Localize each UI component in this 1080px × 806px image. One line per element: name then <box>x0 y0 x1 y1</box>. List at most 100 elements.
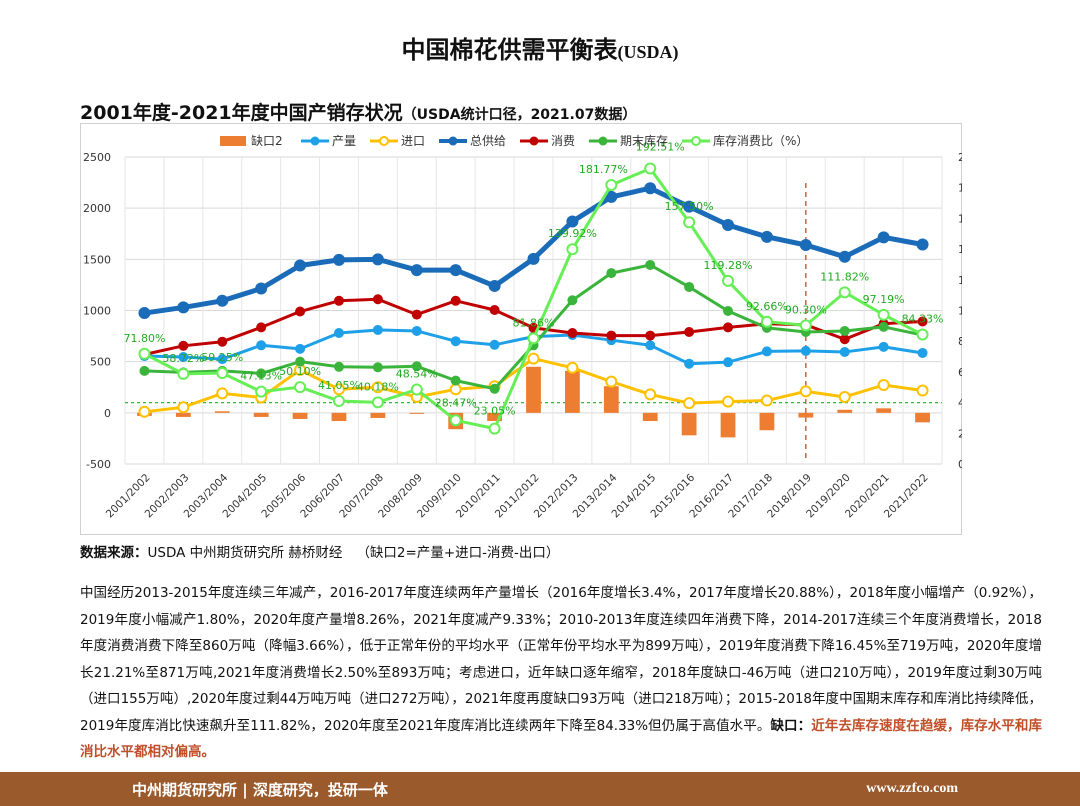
source-note: （缺口2=产量+进口-消费-出口） <box>356 545 560 561</box>
bar-gap2 <box>370 412 386 418</box>
legend-swatch <box>220 136 246 146</box>
point-total-supply <box>488 279 501 292</box>
ratio-data-label: 111.82% <box>820 270 869 283</box>
point-ending-stocks <box>684 281 695 292</box>
point-consumption <box>839 334 850 345</box>
point-stock-use-ratio <box>527 332 540 345</box>
point-stock-use-ratio <box>644 162 657 175</box>
point-ending-stocks <box>372 362 383 373</box>
ratio-data-label: 92.66% <box>746 300 788 313</box>
balance-chart: -500 0 500 1000 1500 2000 2500 0% 20% 40% 60% 80% 10… <box>80 123 962 535</box>
y-left-tick-label: 0 <box>104 407 111 420</box>
point-imports <box>838 390 851 403</box>
point-ending-stocks <box>878 321 889 332</box>
point-ending-stocks <box>723 306 734 317</box>
bar-gap2 <box>837 409 853 413</box>
point-imports <box>566 361 579 374</box>
point-consumption <box>256 322 267 333</box>
point-production <box>411 325 422 336</box>
point-consumption <box>450 295 461 306</box>
point-ending-stocks <box>450 375 461 386</box>
chart-frame <box>80 123 962 535</box>
bar-gap2 <box>642 412 658 422</box>
bar-gap2 <box>526 366 541 413</box>
point-ending-stocks <box>256 368 267 379</box>
bar-gap2 <box>292 412 308 419</box>
bar-gap2 <box>214 411 230 413</box>
ratio-data-label: 81.86% <box>513 316 555 329</box>
point-consumption <box>178 340 189 351</box>
legend-label: 缺口2 <box>251 133 283 148</box>
point-total-supply <box>722 219 735 232</box>
ratio-data-label: 58.72% <box>162 352 204 365</box>
point-ending-stocks <box>333 361 344 372</box>
bar-gap2 <box>487 412 502 422</box>
point-production <box>256 340 267 351</box>
point-consumption <box>372 294 383 305</box>
legend-marker <box>310 136 320 146</box>
point-total-supply <box>683 200 696 213</box>
point-production <box>450 336 461 347</box>
footer-website-link[interactable]: www.zzfco.com <box>866 781 958 796</box>
point-production <box>684 358 695 369</box>
point-stock-use-ratio <box>332 394 345 407</box>
y-right-tick-label: 200% <box>958 151 962 164</box>
ratio-data-label: 40.18% <box>357 380 399 393</box>
y-right-tick-label: 180% <box>958 182 962 195</box>
ratio-data-label: 97.19% <box>863 293 905 306</box>
point-total-supply <box>877 231 890 244</box>
point-production <box>333 328 344 339</box>
point-ending-stocks <box>567 295 578 306</box>
point-stock-use-ratio <box>449 414 462 427</box>
point-total-supply <box>527 252 540 265</box>
footer-slogan: 中州期货研究所 | 深度研究，投研一体 <box>132 781 388 799</box>
point-ending-stocks <box>411 361 422 372</box>
point-total-supply <box>799 239 812 252</box>
bar-gap2 <box>798 412 814 418</box>
ratio-data-label: 71.80% <box>123 332 165 345</box>
point-total-supply <box>410 264 423 277</box>
point-total-supply <box>294 259 307 272</box>
point-ending-stocks <box>839 325 850 336</box>
point-stock-use-ratio <box>216 367 229 380</box>
point-production <box>800 345 811 356</box>
point-imports <box>605 375 618 388</box>
point-consumption <box>684 326 695 337</box>
y-right-tick-label: 120% <box>958 274 962 287</box>
ratio-data-label: 157.50% <box>665 200 714 213</box>
point-imports <box>683 397 696 410</box>
source-text: USDA 中州期货研究所 赫桥财经 <box>147 545 343 561</box>
point-production <box>217 354 228 365</box>
y-left-tick-label: 2500 <box>83 151 111 164</box>
legend-label: 库存消费比（%） <box>713 133 808 148</box>
point-imports <box>722 395 735 408</box>
point-stock-use-ratio <box>760 315 773 328</box>
ratio-data-label: 59.25% <box>201 351 243 364</box>
point-stock-use-ratio <box>410 383 423 396</box>
point-stock-use-ratio <box>916 328 929 341</box>
point-imports <box>527 352 540 365</box>
ratio-data-label: 139.92% <box>548 227 597 240</box>
point-total-supply <box>916 238 929 251</box>
point-production <box>917 347 928 358</box>
bar-gap2 <box>915 412 930 423</box>
point-production <box>178 352 189 363</box>
y-left-tick-label: 1500 <box>83 253 111 266</box>
point-production <box>839 346 850 357</box>
point-stock-use-ratio <box>605 178 618 191</box>
point-production <box>295 343 306 354</box>
bar-gap2 <box>565 370 580 413</box>
bar-gap2 <box>409 412 425 414</box>
ratio-data-label: 181.77% <box>579 163 628 176</box>
y-right-tick-label: 20% <box>958 427 962 440</box>
point-stock-use-ratio <box>683 216 696 229</box>
point-total-supply <box>449 264 462 277</box>
footer-bar: 中州期货研究所 | 深度研究，投研一体 www.zzfco.com <box>0 772 1080 806</box>
point-total-supply <box>838 250 851 263</box>
page-title-main: 中国棉花供需平衡表 <box>401 36 618 64</box>
bar-gap2 <box>331 412 347 422</box>
point-consumption <box>645 330 656 341</box>
point-production <box>878 341 889 352</box>
legend-label: 期末库存 <box>620 133 668 148</box>
point-imports <box>799 385 812 398</box>
